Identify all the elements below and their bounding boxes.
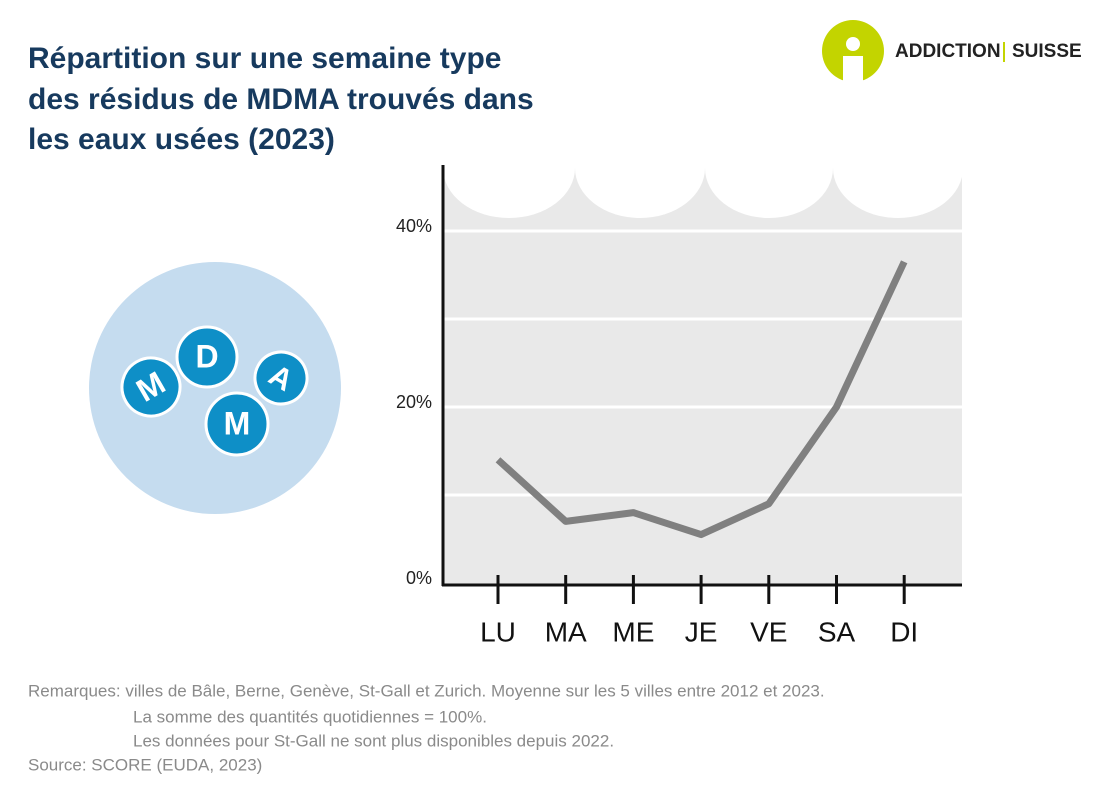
- y-tick-label: 0%: [406, 568, 432, 588]
- pill: [253, 350, 309, 406]
- logo-head: [846, 37, 860, 51]
- logo: ADDICTION SUISSE: [822, 20, 1082, 82]
- note: Les données pour St-Gall ne sont plus di…: [133, 731, 614, 750]
- x-tick-label: MA: [545, 616, 587, 647]
- plot: 0% 20% 40% LU MA ME JE VE SA DI: [396, 216, 962, 647]
- pill: [204, 391, 270, 457]
- y-tick-label: 40%: [396, 216, 432, 236]
- logo-text: ADDICTION: [895, 41, 1001, 62]
- scallop: [443, 165, 575, 218]
- pill: [120, 356, 182, 418]
- x-tick-label: LU: [480, 616, 516, 647]
- source: Source: SCORE (EUDA, 2023): [28, 755, 262, 774]
- illustration-circle: [89, 262, 341, 514]
- scallop: [575, 165, 705, 218]
- x-tick-label: ME: [612, 616, 654, 647]
- pill: [175, 325, 239, 389]
- plot-background: [443, 165, 962, 585]
- logo-body: [843, 56, 863, 82]
- logo-text: SUISSE: [1012, 41, 1082, 62]
- illustration: M D A M: [89, 262, 341, 514]
- pill-letter: D: [195, 338, 218, 374]
- chart-title: les eaux usées (2023): [28, 123, 335, 156]
- x-tick-label: JE: [685, 616, 718, 647]
- scallop: [705, 165, 833, 218]
- chart-title: des résidus de MDMA trouvés dans: [28, 83, 534, 116]
- x-tick-label: SA: [818, 616, 856, 647]
- y-tick-label: 20%: [396, 392, 432, 412]
- scallop: [833, 165, 962, 218]
- note: Remarques: villes de Bâle, Berne, Genève…: [28, 681, 825, 700]
- x-tick-label: DI: [890, 616, 918, 647]
- chart-title: Répartition sur une semaine type: [28, 42, 501, 75]
- data-line: [495, 260, 908, 539]
- x-tick-label: VE: [750, 616, 787, 647]
- pill-letter: M: [224, 405, 251, 441]
- note: La somme des quantités quotidiennes = 10…: [133, 707, 487, 726]
- plot-area: [443, 168, 962, 585]
